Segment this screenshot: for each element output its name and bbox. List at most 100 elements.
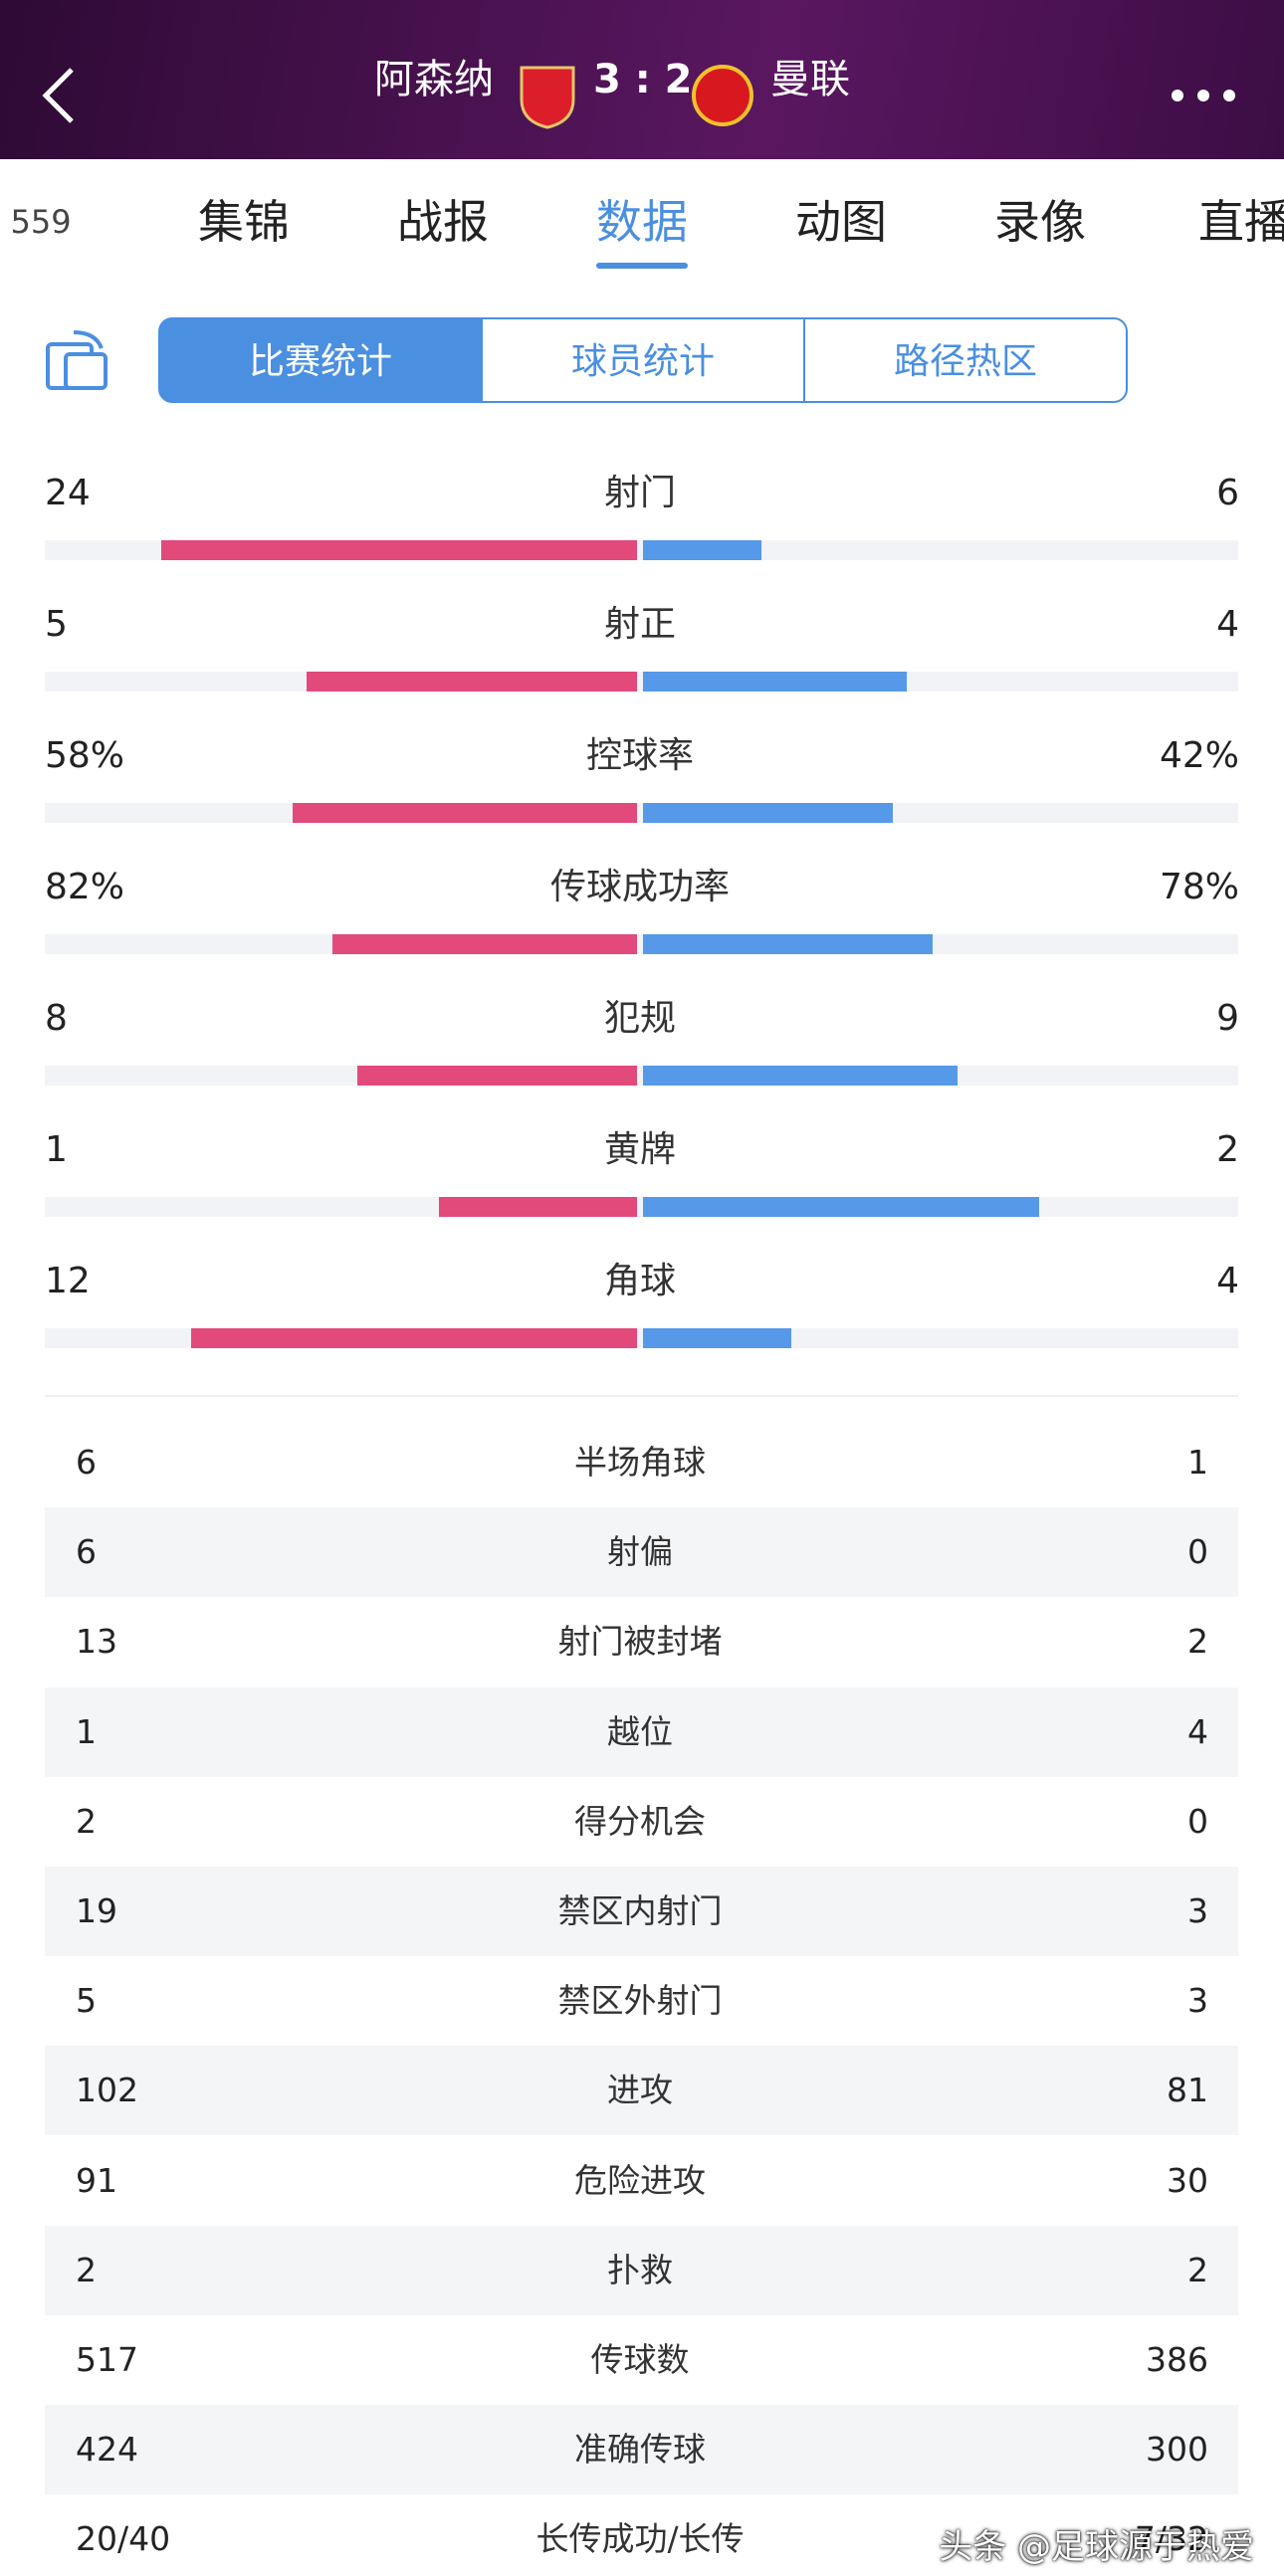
away-value: 42% <box>1159 735 1239 776</box>
away-value: 78% <box>1159 867 1239 907</box>
away-value: 3 <box>1187 1891 1208 1930</box>
away-bar <box>643 540 762 560</box>
segment-tab[interactable]: 比赛统计 <box>158 317 483 403</box>
table-row <box>45 1507 1238 1598</box>
score: 3 : 2 <box>593 57 693 102</box>
away-value: 4 <box>1216 604 1239 645</box>
away-value: 81 <box>1167 2071 1208 2110</box>
stat-label: 射门被封堵 <box>557 1622 723 1662</box>
home-value: 20/40 <box>76 2519 171 2559</box>
home-value: 517 <box>76 2340 138 2379</box>
home-value: 24 <box>45 473 91 513</box>
tab[interactable]: 直播 <box>1198 195 1284 249</box>
home-bar <box>357 1066 637 1086</box>
stat-label: 角球 <box>603 1261 677 1301</box>
home-value: 102 <box>76 2071 138 2110</box>
home-value: 91 <box>76 2160 117 2200</box>
away-value: 2 <box>1216 1129 1239 1170</box>
stat-label: 犯规 <box>603 998 677 1039</box>
header <box>0 0 1284 159</box>
divider <box>45 1395 1238 1397</box>
bar-track <box>45 803 1238 823</box>
home-value: 1 <box>76 1711 97 1751</box>
home-bar <box>161 540 637 560</box>
tab[interactable]: 战报 <box>397 195 489 249</box>
share-icon[interactable] <box>44 324 113 394</box>
away-value: 9 <box>1216 998 1239 1039</box>
table-row <box>45 1686 1238 1777</box>
home-value: 6 <box>76 1443 97 1482</box>
table-row <box>45 2046 1238 2136</box>
bar-track <box>45 934 1238 954</box>
watermark: 头条 @足球源于热爱 <box>939 2527 1254 2567</box>
away-bar <box>643 803 893 823</box>
away-bar <box>643 1066 959 1086</box>
stat-label: 射偏 <box>607 1532 673 1572</box>
home-value: 58% <box>45 735 125 776</box>
stat-label: 得分机会 <box>574 1801 706 1841</box>
tab[interactable]: 动图 <box>795 195 887 249</box>
stat-label: 越位 <box>607 1711 673 1751</box>
stat-label: 射正 <box>603 604 677 645</box>
tab[interactable]: 论 559 <box>0 203 72 241</box>
away-value: 0 <box>1187 1532 1208 1572</box>
home-value: 12 <box>45 1261 91 1301</box>
home-value: 6 <box>76 1532 97 1572</box>
stat-label: 扑救 <box>607 2250 673 2289</box>
stat-label: 危险进攻 <box>574 2160 706 2200</box>
home-bar <box>307 672 637 692</box>
table-row <box>45 2405 1238 2495</box>
away-value: 4 <box>1216 1261 1239 1301</box>
home-bar <box>292 803 637 823</box>
tab-underline <box>596 263 688 269</box>
away-bar <box>643 1197 1039 1217</box>
stat-label: 禁区外射门 <box>557 1981 723 2021</box>
home-value: 2 <box>76 2250 97 2289</box>
away-badge <box>692 65 753 126</box>
home-team: 阿森纳 <box>374 57 494 102</box>
away-bar <box>643 1328 792 1348</box>
home-bar <box>332 934 637 954</box>
home-value: 424 <box>76 2430 138 2470</box>
stat-label: 长传成功/长传 <box>535 2519 745 2559</box>
back-button[interactable] <box>40 66 80 125</box>
away-value: 300 <box>1146 2430 1208 2470</box>
home-value: 5 <box>76 1981 97 2021</box>
bar-track <box>45 1066 1238 1086</box>
stat-label: 禁区内射门 <box>557 1891 723 1930</box>
home-value: 19 <box>76 1891 117 1930</box>
segment-tab[interactable]: 球员统计 <box>481 317 805 403</box>
away-value: 4 <box>1187 1711 1208 1751</box>
stat-label: 半场角球 <box>574 1443 706 1482</box>
stat-label: 黄牌 <box>603 1129 677 1170</box>
home-value: 2 <box>76 1801 97 1841</box>
home-bar <box>191 1328 637 1348</box>
away-value: 386 <box>1146 2340 1208 2379</box>
away-value: 3 <box>1187 1981 1208 2021</box>
tab[interactable]: 数据 <box>596 195 688 249</box>
tab[interactable]: 录像 <box>994 195 1086 249</box>
home-value: 5 <box>45 604 68 645</box>
away-value: 30 <box>1167 2160 1208 2200</box>
stat-label: 进攻 <box>607 2071 673 2110</box>
stat-label: 准确传球 <box>574 2430 706 2470</box>
home-bar <box>439 1197 637 1217</box>
away-team: 曼联 <box>770 57 850 102</box>
home-value: 13 <box>76 1622 117 1662</box>
more-button[interactable] <box>1170 86 1239 105</box>
away-value: 0 <box>1187 1801 1208 1841</box>
home-value: 8 <box>45 998 68 1039</box>
away-value: 1 <box>1187 1443 1208 1482</box>
table-row <box>45 1867 1238 1956</box>
away-value: 7/32 <box>1134 2519 1208 2559</box>
stat-label: 传球成功率 <box>549 867 731 907</box>
away-bar <box>643 672 908 692</box>
away-value: 2 <box>1187 2250 1208 2289</box>
segment-tab[interactable]: 路径热区 <box>803 317 1128 403</box>
away-value: 6 <box>1216 473 1239 513</box>
away-bar <box>643 934 934 954</box>
home-value: 82% <box>45 867 125 907</box>
bar-track <box>45 672 1238 692</box>
tab[interactable]: 集锦 <box>198 195 290 249</box>
